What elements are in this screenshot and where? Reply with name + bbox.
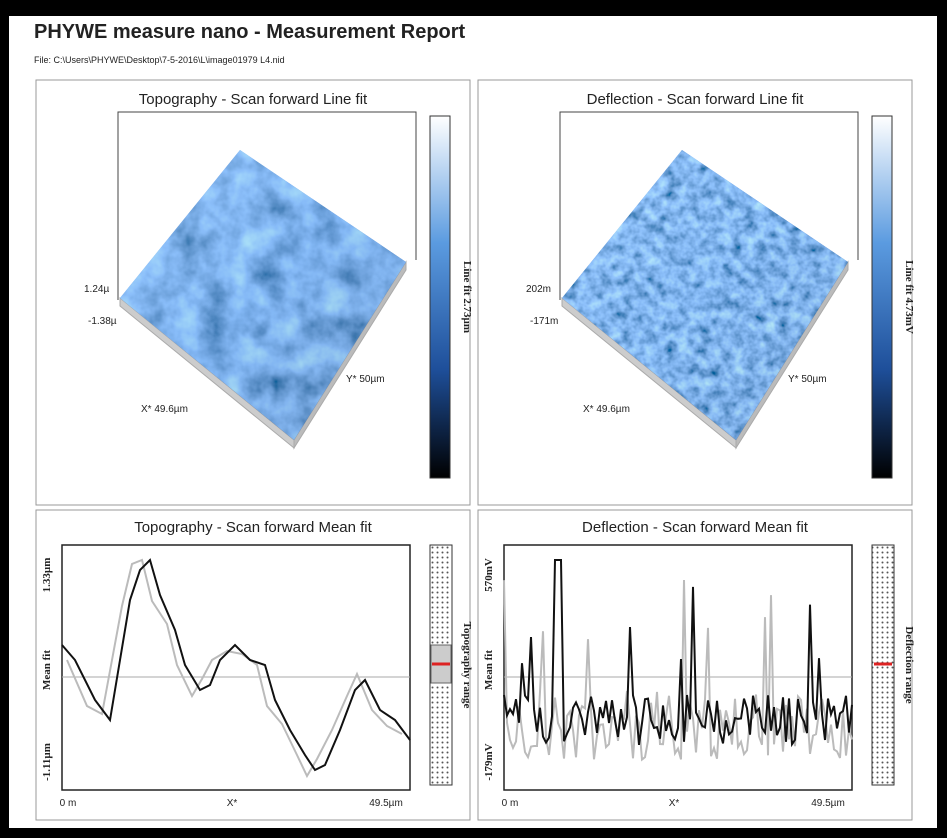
plot-box — [559, 111, 859, 300]
z-max-label: 1.24µ — [84, 284, 109, 295]
profile-line-forward — [61, 558, 411, 772]
y-axis-label: 1.33µm — [41, 558, 53, 593]
x-axis-label: X* 49.6µm — [583, 404, 630, 415]
x-axis-label: X* — [227, 798, 238, 809]
range-label: Deflection range — [903, 626, 915, 703]
z-min-label: -1.38µ — [88, 316, 117, 327]
panel-title: Deflection - Scan forward Mean fit — [582, 519, 809, 536]
x-axis-label: 49.5µm — [811, 798, 845, 809]
z-min-label: -171m — [530, 316, 558, 327]
x-axis-label: X* 49.6µm — [141, 404, 188, 415]
surface-side — [735, 260, 849, 450]
panel-title: Topography - Scan forward Line fit — [139, 91, 368, 108]
plot-area — [503, 544, 853, 791]
colorbar-label: Line fit 2.73µm — [461, 261, 473, 333]
plot-box — [117, 111, 417, 300]
colorbar-label: Line fit 4.73mV — [903, 260, 915, 334]
x-axis-label: 0 m — [502, 798, 519, 809]
x-axis-label: X* — [669, 798, 680, 809]
panel-title: Topography - Scan forward Mean fit — [134, 519, 372, 536]
z-max-label: 202m — [526, 284, 551, 295]
surface-texture — [120, 150, 406, 440]
y-axis-label: Mean fit — [41, 650, 53, 690]
range-label: Topography range — [461, 622, 473, 709]
y-axis-label: Y* 50µm — [788, 374, 827, 385]
profile-line-forward — [503, 559, 853, 748]
profile-line-reverse — [503, 580, 853, 762]
y-axis-label: 570mV — [483, 558, 495, 592]
y-axis-label: Mean fit — [483, 650, 495, 690]
panel-title: Deflection - Scan forward Line fit — [587, 91, 805, 108]
report-title: PHYWE measure nano - Measurement Report — [34, 21, 466, 43]
y-axis-label: -1.11µm — [41, 743, 53, 781]
colorbar — [871, 115, 893, 479]
profile-line-reverse — [66, 558, 403, 779]
plot-area — [61, 544, 411, 791]
x-axis-label: 0 m — [60, 798, 77, 809]
colorbar — [429, 115, 451, 479]
y-axis-label: -179mV — [483, 743, 495, 780]
file-path: File: C:\Users\PHYWE\Desktop\7-5-2016\L\… — [34, 55, 285, 65]
y-axis-label: Y* 50µm — [346, 374, 385, 385]
x-axis-label: 49.5µm — [369, 798, 403, 809]
surface-texture — [562, 150, 848, 440]
